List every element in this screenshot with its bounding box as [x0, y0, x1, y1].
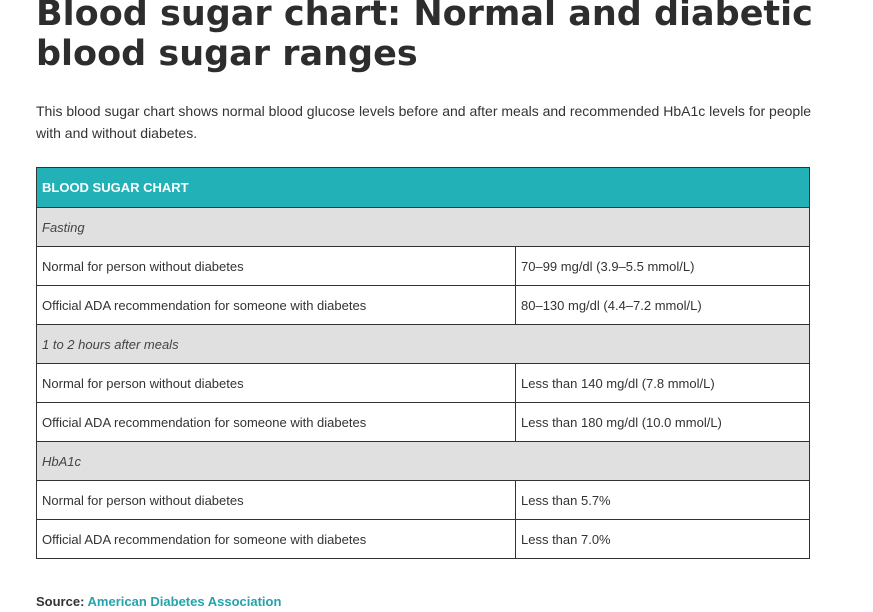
row-label: Official ADA recommendation for someone … [36, 402, 516, 442]
row-label: Normal for person without diabetes [36, 246, 516, 286]
row-value: 70–99 mg/dl (3.9–5.5 mmol/L) [515, 246, 810, 286]
intro-text: This blood sugar chart shows normal bloo… [36, 103, 812, 141]
row-value: Less than 140 mg/dl (7.8 mmol/L) [515, 363, 810, 403]
row-label: Normal for person without diabetes [36, 363, 516, 403]
row-label: Official ADA recommendation for someone … [36, 285, 516, 325]
table-row: Official ADA recommendation for someone … [36, 519, 810, 559]
row-label: Official ADA recommendation for someone … [36, 519, 516, 559]
page-title: Blood sugar chart: Normal and diabetic b… [36, 0, 813, 74]
row-value: Less than 180 mg/dl (10.0 mmol/L) [515, 402, 810, 442]
table-row: Official ADA recommendation for someone … [36, 402, 810, 442]
table-row: Normal for person without diabetes Less … [36, 480, 810, 520]
blood-sugar-table: BLOOD SUGAR CHART Fasting Normal for per… [36, 167, 810, 559]
table-row: Normal for person without diabetes 70–99… [36, 246, 810, 286]
row-value: Less than 5.7% [515, 480, 810, 520]
source-line: Source: American Diabetes Association [36, 594, 281, 609]
section-row-fasting: Fasting [36, 207, 810, 247]
table-row: Normal for person without diabetes Less … [36, 363, 810, 403]
section-row-after-meals: 1 to 2 hours after meals [36, 324, 810, 364]
section-after-meals: 1 to 2 hours after meals [36, 324, 810, 364]
row-label: Normal for person without diabetes [36, 480, 516, 520]
source-link[interactable]: American Diabetes Association [87, 594, 282, 609]
row-value: 80–130 mg/dl (4.4–7.2 mmol/L) [515, 285, 810, 325]
table-header: BLOOD SUGAR CHART [36, 167, 810, 208]
section-fasting: Fasting [36, 207, 810, 247]
table-row: Official ADA recommendation for someone … [36, 285, 810, 325]
source-label: Source: [36, 594, 85, 609]
section-row-hba1c: HbA1c [36, 441, 810, 481]
row-value: Less than 7.0% [515, 519, 810, 559]
section-hba1c: HbA1c [36, 441, 810, 481]
table-header-row: BLOOD SUGAR CHART [36, 167, 810, 208]
